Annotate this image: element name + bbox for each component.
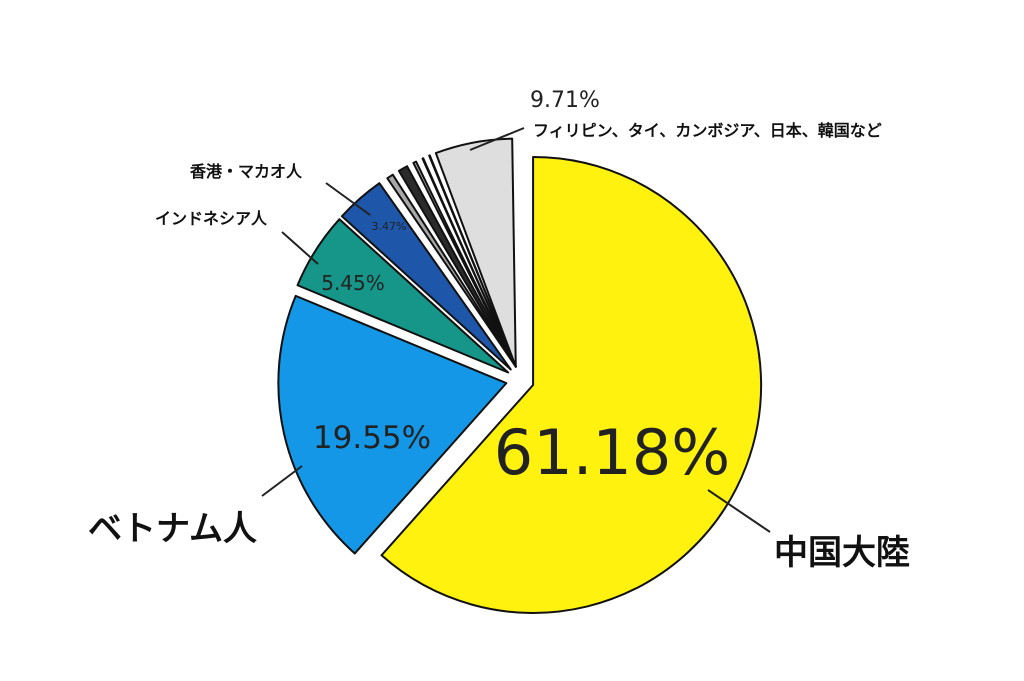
pie-slice-others-part-5 [428,154,517,368]
leader-line-others [469,127,525,151]
pie-slices [277,137,763,614]
leader-line-china [707,489,771,533]
pie-slice-others-part-1 [386,173,517,368]
pie-slice-4 [340,182,512,371]
category-label-hongkong: 香港・マカオ人 [189,162,303,181]
pie-slice-others-part-4 [421,157,517,368]
leader-line-indonesia [281,231,319,265]
category-label-vietnam: ベトナム人 [88,509,257,549]
pie-slice-1 [380,155,763,614]
pct-label-china: 61.18% [494,416,730,489]
pct-label-hongkong: 3.47% [372,220,407,233]
pie-slice-others-part-2 [397,165,517,368]
pct-label-indonesia: 5.45% [321,271,385,295]
leader-line-vietnam [261,465,303,497]
leader-line-hongkong [325,182,371,216]
pie-slice-2 [277,294,508,555]
category-label-china: 中国大陸 [774,533,910,573]
pct-label-others: 9.71% [530,88,600,113]
pie-slice-3 [296,218,510,374]
pie-slice-others-part-3 [412,160,517,368]
pie-slice-others-part-6 [434,137,517,368]
leader-lines [261,127,771,533]
category-label-others: フィリピン、タイ、カンボジア、日本、韓国など [533,121,882,140]
category-label-indonesia: インドネシア人 [155,209,268,228]
pct-label-vietnam: 19.55% [313,420,431,456]
